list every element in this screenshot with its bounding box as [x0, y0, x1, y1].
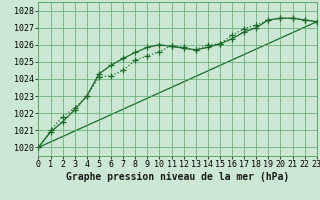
- X-axis label: Graphe pression niveau de la mer (hPa): Graphe pression niveau de la mer (hPa): [66, 172, 289, 182]
